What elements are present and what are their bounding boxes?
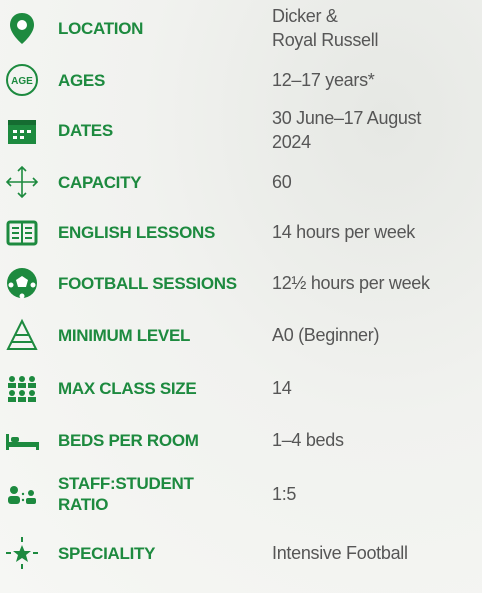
row-icon xyxy=(7,320,37,350)
value-line: 12–17 years* xyxy=(272,70,375,90)
row-label: SPECIALITY xyxy=(58,543,155,564)
label-line: MAX CLASS SIZE xyxy=(58,378,197,398)
row-value: A0 (Beginner) xyxy=(272,323,379,347)
value-line: A0 (Beginner) xyxy=(272,325,380,345)
row-value: Dicker & Royal Russell xyxy=(272,4,378,52)
label-line: RATIO xyxy=(58,495,109,514)
value-line: 2024 xyxy=(272,132,311,152)
info-row: ENGLISH LESSONS 14 hours per week xyxy=(0,206,482,258)
label-line: MINIMUM LEVEL xyxy=(58,325,191,345)
label-line: LOCATION xyxy=(58,18,144,38)
row-icon xyxy=(8,486,36,504)
row-value: 14 xyxy=(272,376,292,400)
info-row: CAPACITY 60 xyxy=(0,156,482,208)
info-row: LOCATION Dicker & Royal Russell xyxy=(0,2,482,54)
info-row: MAX CLASS SIZE 14 xyxy=(0,362,482,414)
value-line: Royal Russell xyxy=(272,30,379,50)
label-line: CAPACITY xyxy=(58,172,142,192)
value-line: Intensive Football xyxy=(272,543,408,563)
row-label: LOCATION xyxy=(58,18,143,39)
row-value: 1–4 beds xyxy=(272,428,344,452)
row-icon: AGE xyxy=(6,64,38,96)
label-line: DATES xyxy=(58,120,113,140)
value-line: 1–4 beds xyxy=(272,430,344,450)
info-row: BEDS PER ROOM 1–4 beds xyxy=(0,414,482,466)
row-icon xyxy=(6,220,38,246)
label-line: SPECIALITY xyxy=(58,543,156,563)
label-line: AGES xyxy=(58,70,105,90)
row-label: AGES xyxy=(58,70,105,91)
row-value: 30 June–17 August 2024 xyxy=(272,106,421,154)
row-label: ENGLISH LESSONS xyxy=(58,222,215,243)
row-icon xyxy=(10,13,34,44)
row-value: 12–17 years* xyxy=(272,68,375,92)
value-line: 14 xyxy=(272,378,292,398)
label-line: BEDS PER ROOM xyxy=(58,430,199,450)
info-row: SPECIALITY Intensive Football xyxy=(0,527,482,579)
row-value: 14 hours per week xyxy=(272,220,415,244)
label-line: ENGLISH LESSONS xyxy=(58,222,216,242)
row-icon xyxy=(6,434,39,450)
value-line: 1:5 xyxy=(272,484,297,504)
info-row: STAFF:STUDENT RATIO 1:5 xyxy=(0,468,482,520)
info-row: FOOTBALL SESSIONS 12½ hours per week xyxy=(0,257,482,309)
row-value: 12½ hours per week xyxy=(272,271,430,295)
value-line: 30 June–17 August xyxy=(272,108,422,128)
label-line: STAFF:STUDENT xyxy=(58,474,194,493)
row-value: 60 xyxy=(272,170,292,194)
row-label: CAPACITY xyxy=(58,172,142,193)
row-label: DATES xyxy=(58,120,113,141)
value-line: Dicker & xyxy=(272,6,338,26)
row-icon xyxy=(8,376,36,402)
row-label: MINIMUM LEVEL xyxy=(58,325,190,346)
row-value: 1:5 xyxy=(272,482,296,506)
row-label: MAX CLASS SIZE xyxy=(58,378,197,399)
row-icon xyxy=(5,536,39,570)
label-line: FOOTBALL SESSIONS xyxy=(58,273,237,293)
info-row: MINIMUM LEVEL A0 (Beginner) xyxy=(0,309,482,361)
info-row: DATES 30 June–17 August 2024 xyxy=(0,104,482,156)
row-label: FOOTBALL SESSIONS xyxy=(58,273,237,294)
row-icon xyxy=(8,120,36,144)
info-row: AGE AGES 12–17 years* xyxy=(0,54,482,106)
row-icon xyxy=(7,268,37,299)
row-label: STAFF:STUDENT RATIO xyxy=(58,473,194,515)
value-line: 12½ hours per week xyxy=(272,273,430,293)
value-line: 60 xyxy=(272,172,292,192)
value-line: 14 hours per week xyxy=(272,222,415,242)
row-icon xyxy=(6,166,38,198)
icon-text: AGE xyxy=(11,76,33,87)
row-label: BEDS PER ROOM xyxy=(58,430,199,451)
row-value: Intensive Football xyxy=(272,541,408,565)
